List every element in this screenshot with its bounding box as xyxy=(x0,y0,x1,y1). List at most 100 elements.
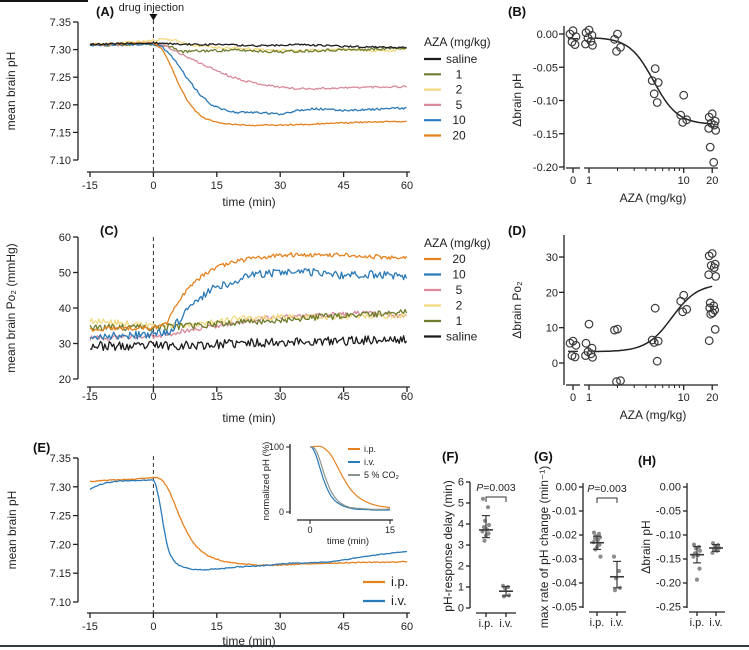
legend: i.p. i.v. xyxy=(363,574,408,608)
data-point-dose-5 xyxy=(650,303,660,313)
x-axis: -15 0 15 30 45 60 xyxy=(82,171,413,192)
y-tick-label: 2 xyxy=(458,561,464,573)
drug-injection-label: drug injection xyxy=(119,2,184,14)
x-tick-label: -15 xyxy=(82,391,98,403)
y-tick-label: 0.00 xyxy=(660,482,681,494)
x-tick-label: 15 xyxy=(211,621,223,633)
x-tick-label: 15 xyxy=(211,180,223,192)
y-axis: 0.00 -0.01 -0.02 -0.03 -0.04 -0.05 xyxy=(552,482,584,614)
y-tick-label: 10 xyxy=(546,323,558,335)
x-tick-label: 45 xyxy=(337,621,349,633)
x-tick-label: 30 xyxy=(274,180,286,192)
x-tick-label: 0 xyxy=(150,391,156,403)
panel-e-line-chart: (E)7.35 7.30 7.25 7.20 7.15 7.10 mean brain pH… xyxy=(5,440,413,648)
data-point xyxy=(596,531,602,536)
y-tick-label: 30 xyxy=(59,339,71,351)
data-point-dose-20 xyxy=(704,270,714,280)
y-tick-label: 60 xyxy=(59,232,71,244)
y-tick-label: 1 xyxy=(458,582,464,594)
inset-series-line xyxy=(309,445,391,509)
data-point-dose-0 xyxy=(570,40,580,49)
data-point xyxy=(694,577,700,582)
data-point-dose-20 xyxy=(711,272,721,281)
category-label: i.v. xyxy=(709,617,722,629)
data-point-dose-5 xyxy=(649,338,659,347)
data-point-dose-0 xyxy=(570,352,580,362)
inset-legend-item-label: i.p. xyxy=(364,444,376,454)
y-tick-label: -0.05 xyxy=(552,602,577,614)
y-tick-label: -0.03 xyxy=(552,554,577,566)
inset-legend-item-label: 5 % CO₂ xyxy=(364,470,400,480)
data-point-dose-20 xyxy=(704,336,714,346)
x-tick-label: 60 xyxy=(401,621,413,633)
y-tick-label: -0.10 xyxy=(533,96,558,108)
data-point-dose-0 xyxy=(567,37,577,47)
legend-item-label: saline xyxy=(446,330,478,344)
data-point xyxy=(480,496,486,501)
data-point-dose-20 xyxy=(711,125,721,135)
dot-points xyxy=(590,530,624,593)
inset-legend-item-label: i.v. xyxy=(364,457,375,467)
x-tick-label: 10 xyxy=(678,392,690,404)
y-axis-title: pH-response delay (min) xyxy=(441,480,455,611)
data-point xyxy=(616,568,622,574)
y-axis-title: Δbrain Po₂ xyxy=(510,281,524,339)
x-tick-label: 0 xyxy=(150,621,156,633)
scatter-points xyxy=(565,25,721,167)
x-tick-label: -15 xyxy=(82,621,98,633)
legend-item-label: 5 xyxy=(456,98,463,112)
legend-title: AZA (mg/kg) xyxy=(424,236,491,250)
category-label: i.p. xyxy=(690,617,705,629)
category-label: i.v. xyxy=(499,618,512,630)
panel-label-a: (A) xyxy=(96,4,114,19)
y-tick-label: 7.20 xyxy=(50,100,71,112)
y-tick-label: 5 xyxy=(458,498,464,510)
x-tick-label: -15 xyxy=(82,180,98,192)
y-axis-title: Δbrain pH xyxy=(510,73,524,126)
series-line-5 xyxy=(89,41,407,91)
data-point xyxy=(697,566,702,571)
data-point-dose-20 xyxy=(705,142,715,152)
y-tick-label: 4 xyxy=(458,519,464,531)
data-point-dose-0 xyxy=(565,338,575,348)
data-point-dose-5 xyxy=(652,356,662,366)
y-tick-label: 0 xyxy=(552,358,558,370)
y-tick-label: 20 xyxy=(546,287,558,299)
y-axis-title: mean brain pH xyxy=(4,52,18,131)
data-point-dose-10 xyxy=(678,307,688,317)
y-tick-label: 30 xyxy=(546,252,558,264)
x-tick-label: 30 xyxy=(274,391,286,403)
series-line-ip xyxy=(89,476,408,567)
y-tick-label: -0.25 xyxy=(656,602,681,614)
data-point-dose-2 xyxy=(612,46,621,56)
inset-y-tick-label: 0 xyxy=(279,507,284,517)
y-axis: 60 50 40 30 20 xyxy=(59,232,79,386)
data-point-dose-10 xyxy=(679,90,689,100)
x-axis: i.p. i.v. xyxy=(689,611,725,629)
dot-points xyxy=(690,541,723,582)
y-axis: 6 5 4 3 2 1 0 xyxy=(458,477,471,615)
x-tick-label: 20 xyxy=(706,175,718,187)
y-tick-label: 7.25 xyxy=(50,511,71,523)
data-point-dose-20 xyxy=(705,303,715,313)
series-line-iv xyxy=(89,479,408,571)
data-point-dose-5 xyxy=(650,64,660,73)
legend-item-label: 1 xyxy=(456,314,463,328)
series-line-saline xyxy=(89,335,408,352)
y-axis: 0.00 -0.05 -0.10 -0.15 -0.20 -0.25 xyxy=(656,482,688,614)
p-value-label: P=0.003 xyxy=(587,483,627,495)
legend-item-label: i.v. xyxy=(391,593,407,608)
y-tick-label: 7.15 xyxy=(50,568,71,580)
data-point xyxy=(691,554,696,559)
injection-marker-icon xyxy=(149,14,158,21)
inset-x-tick-label: 0 xyxy=(307,525,312,535)
y-tick-label: 40 xyxy=(59,303,71,315)
x-tick-label: 60 xyxy=(401,391,413,403)
panel-label-g: (G) xyxy=(534,449,553,464)
category-label: i.p. xyxy=(590,617,605,629)
x-axis: 0 1 10 20 xyxy=(566,384,718,404)
legend-title: AZA (mg/kg) xyxy=(424,35,491,49)
data-point xyxy=(611,554,617,559)
